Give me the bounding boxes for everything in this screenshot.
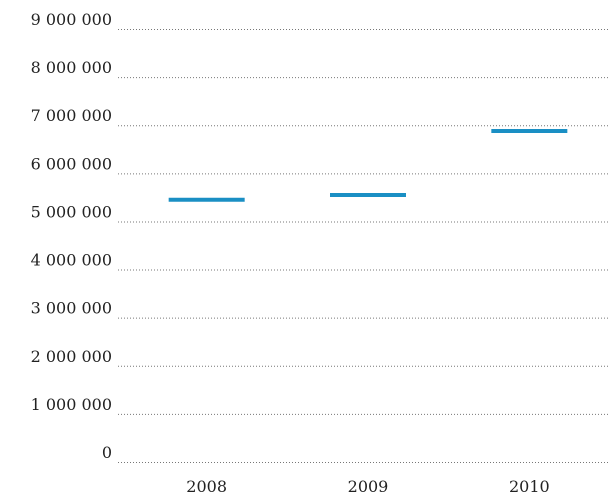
y-tick-label: 1 000 000 <box>31 395 112 414</box>
y-tick-label: 2 000 000 <box>31 347 112 366</box>
y-tick-label: 6 000 000 <box>31 154 112 173</box>
y-tick-label: 4 000 000 <box>31 251 112 270</box>
y-tick-label: 8 000 000 <box>31 58 112 77</box>
x-tick-label: 2010 <box>509 477 550 496</box>
x-tick-label: 2009 <box>348 477 389 496</box>
x-tick-label: 2008 <box>186 477 227 496</box>
y-tick-label: 9 000 000 <box>31 10 112 29</box>
y-tick-label: 5 000 000 <box>31 202 112 221</box>
y-tick-label: 0 <box>102 443 112 462</box>
y-tick-label: 3 000 000 <box>31 299 112 318</box>
y-tick-label: 7 000 000 <box>31 106 112 125</box>
